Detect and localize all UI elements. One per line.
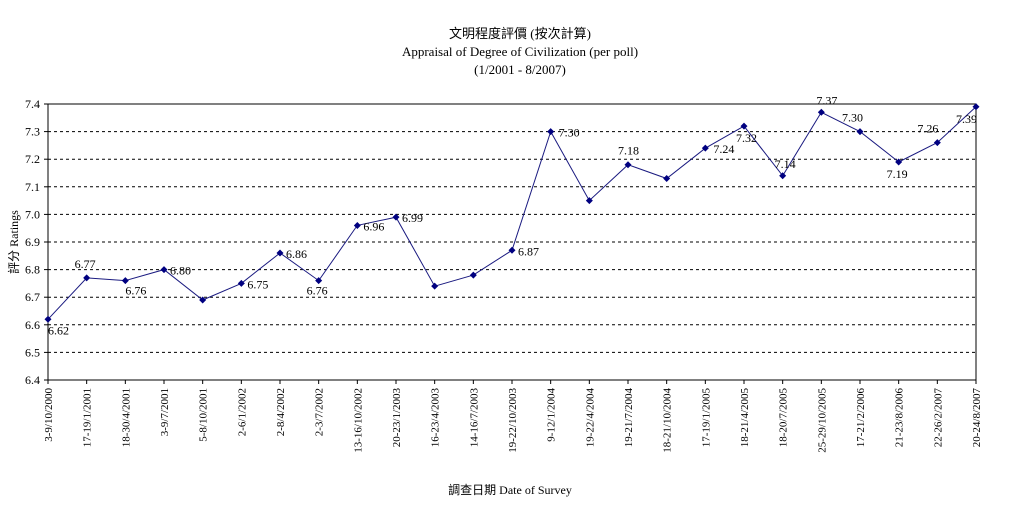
chart-title-line-1: 文明程度評價 (按次計算) [449, 26, 591, 41]
x-tick-label: 3-9/7/2001 [159, 388, 171, 436]
data-label: 6.99 [402, 211, 423, 225]
x-tick-label: 18-21/10/2004 [662, 388, 674, 453]
data-label: 6.77 [75, 257, 96, 271]
data-point-marker [663, 175, 671, 183]
data-point-marker [199, 296, 207, 304]
data-point-marker [895, 158, 903, 166]
data-label: 6.86 [286, 247, 307, 261]
y-tick-label: 7.3 [25, 125, 40, 139]
data-point-marker [392, 213, 400, 221]
y-axis-ticks: 6.4 6.5 6.6 6.7 6.8 6.9 7.0 7.1 7.2 7.3 7.4 [25, 97, 48, 387]
y-tick-label: 6.7 [25, 290, 40, 304]
data-point-marker [276, 249, 284, 257]
data-point-marker [508, 246, 516, 254]
y-tick-label: 7.0 [25, 207, 40, 221]
data-point-marker [353, 221, 361, 229]
series-line [47, 106, 977, 320]
x-tick-label: 21-23/8/2006 [894, 388, 906, 448]
data-label: 7.18 [618, 144, 639, 158]
data-point-marker [972, 103, 980, 111]
data-point-marker [121, 277, 129, 285]
data-label: 7.32 [736, 131, 757, 145]
x-tick-label: 17-19/1/2005 [700, 388, 712, 448]
x-tick-label: 22-26/2/2007 [932, 388, 944, 448]
x-tick-label: 18-30/4/2001 [120, 388, 132, 447]
data-label: 7.30 [842, 111, 863, 125]
data-label: 6.62 [48, 323, 69, 337]
x-axis-label: 調查日期 Date of Survey [448, 483, 572, 497]
data-point-marker [701, 144, 709, 152]
data-point-marker [44, 315, 52, 323]
data-label: 7.19 [887, 167, 908, 181]
y-tick-label: 7.4 [25, 97, 40, 111]
series-ratings [44, 103, 980, 323]
x-axis-ticks: 3-9/10/2000 17-19/1/2001 18-30/4/2001 3-9/7… [43, 380, 983, 453]
data-point-marker [624, 161, 632, 169]
data-label: 6.87 [518, 244, 539, 258]
x-tick-label: 25-29/10/2005 [816, 388, 828, 453]
x-tick-label: 3-9/10/2000 [43, 388, 55, 442]
x-tick-label: 20-24/8/2007 [971, 388, 983, 448]
data-label: 7.39 [956, 112, 977, 126]
data-label: 7.14 [775, 157, 796, 171]
y-tick-label: 6.4 [25, 373, 40, 387]
data-label: 7.37 [816, 93, 837, 107]
x-tick-label: 5-8/10/2001 [198, 388, 210, 442]
x-tick-label: 2-3/7/2002 [314, 388, 326, 436]
gridlines [48, 131, 976, 353]
data-point-marker [585, 197, 593, 205]
data-point-marker [740, 122, 748, 130]
data-label: 6.76 [307, 284, 328, 298]
y-axis-label: 評分 Ratings [6, 210, 21, 274]
data-label: 6.75 [247, 277, 268, 291]
plot-area-frame [47, 103, 977, 381]
data-point-marker [817, 108, 825, 116]
data-label: 6.80 [170, 264, 191, 278]
x-tick-label: 2-8/4/2002 [275, 388, 287, 436]
x-tick-label: 19-21/7/2004 [623, 388, 635, 448]
x-tick-label: 14-16/7/2003 [468, 388, 480, 448]
data-point-marker [856, 128, 864, 136]
x-tick-label: 9-12/1/2004 [546, 388, 558, 442]
y-tick-label: 6.9 [25, 235, 40, 249]
data-point-marker [779, 172, 787, 180]
data-point-marker [933, 139, 941, 147]
chart-title: 文明程度評價 (按次計算) Appraisal of Degree of Civ… [402, 26, 638, 77]
data-label: 6.76 [125, 284, 146, 298]
data-label: 7.24 [713, 142, 734, 156]
data-point-marker [469, 271, 477, 279]
data-point-marker [83, 274, 91, 282]
x-tick-label: 17-19/1/2001 [82, 388, 94, 447]
y-tick-label: 6.8 [25, 263, 40, 277]
x-tick-label: 13-16/10/2002 [352, 388, 364, 453]
data-point-marker [315, 277, 323, 285]
x-tick-label: 19-22/10/2003 [507, 388, 519, 453]
data-label: 6.96 [363, 219, 384, 233]
x-tick-label: 20-23/1/2003 [391, 388, 403, 448]
y-tick-label: 6.6 [25, 318, 40, 332]
x-tick-label: 2-6/1/2002 [236, 388, 248, 436]
x-tick-label: 18-20/7/2005 [778, 388, 790, 448]
data-point-marker [237, 279, 245, 287]
data-point-marker [547, 128, 555, 136]
data-labels: 6.62 6.77 6.76 6.80 6.75 6.86 6.76 6.96 6.99 6.87… [48, 93, 977, 337]
data-label: 7.30 [559, 126, 580, 140]
x-tick-label: 18-21/4/2005 [739, 388, 751, 448]
data-point-marker [160, 266, 168, 274]
chart-title-line-2: Appraisal of Degree of Civilization (per… [402, 44, 638, 59]
chart-title-line-3: (1/2001 - 8/2007) [474, 62, 566, 77]
x-tick-label: 17-21/2/2006 [855, 388, 867, 448]
y-tick-label: 6.5 [25, 345, 40, 359]
y-tick-label: 7.1 [25, 180, 40, 194]
x-tick-label: 16-23/4/2003 [430, 388, 442, 448]
data-label: 7.26 [917, 122, 938, 136]
data-point-marker [431, 282, 439, 290]
y-tick-label: 7.2 [25, 152, 40, 166]
x-tick-label: 19-22/4/2004 [584, 388, 596, 448]
